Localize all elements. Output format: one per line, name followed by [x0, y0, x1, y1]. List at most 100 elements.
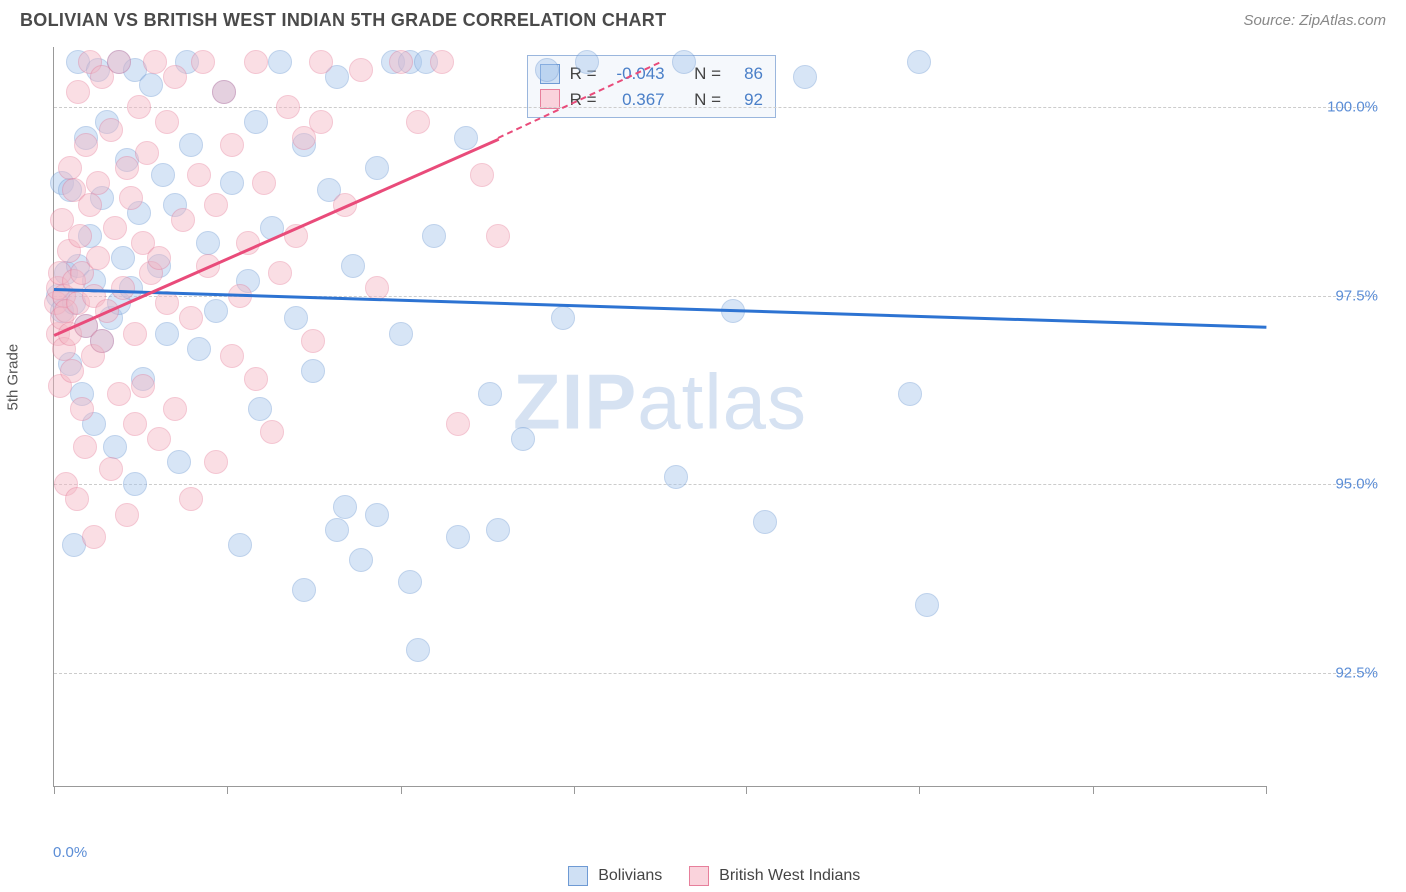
data-point: [349, 548, 373, 572]
bottom-legend: Bolivians British West Indians: [0, 866, 1406, 886]
n-label: N =: [694, 61, 721, 87]
x-tick: [227, 786, 228, 794]
gridline-h: [54, 484, 1376, 485]
x-tick: [401, 786, 402, 794]
data-point: [220, 171, 244, 195]
data-point: [147, 427, 171, 451]
plot-area: ZIPatlas R =-0.043 N =86R =0.367 N =92 9…: [53, 47, 1266, 787]
data-point: [187, 337, 211, 361]
data-point: [486, 224, 510, 248]
data-point: [155, 291, 179, 315]
data-point: [260, 420, 284, 444]
data-point: [252, 171, 276, 195]
data-point: [244, 110, 268, 134]
data-point: [58, 156, 82, 180]
data-point: [151, 163, 175, 187]
data-point: [115, 156, 139, 180]
data-point: [147, 246, 171, 270]
data-point: [212, 80, 236, 104]
data-point: [107, 50, 131, 74]
data-point: [454, 126, 478, 150]
data-point: [365, 276, 389, 300]
data-point: [446, 525, 470, 549]
x-tick: [574, 786, 575, 794]
data-point: [171, 208, 195, 232]
data-point: [131, 374, 155, 398]
y-tick-label: 100.0%: [1278, 99, 1378, 116]
data-point: [333, 495, 357, 519]
data-point: [793, 65, 817, 89]
data-point: [70, 397, 94, 421]
data-point: [99, 118, 123, 142]
chart-title: BOLIVIAN VS BRITISH WEST INDIAN 5TH GRAD…: [20, 10, 666, 31]
data-point: [309, 110, 333, 134]
data-point: [430, 50, 454, 74]
data-point: [204, 450, 228, 474]
data-point: [753, 510, 777, 534]
data-point: [90, 329, 114, 353]
legend-swatch-1: [568, 866, 588, 886]
data-point: [139, 73, 163, 97]
gridline-h: [54, 673, 1376, 674]
data-point: [123, 322, 147, 346]
x-axis-min-label: 0.0%: [53, 844, 87, 861]
data-point: [99, 457, 123, 481]
data-point: [478, 382, 502, 406]
data-point: [398, 570, 422, 594]
data-point: [535, 58, 559, 82]
data-point: [86, 171, 110, 195]
data-point: [672, 50, 696, 74]
y-axis-label: 5th Grade: [5, 344, 22, 411]
data-point: [204, 193, 228, 217]
data-point: [284, 306, 308, 330]
data-point: [68, 224, 92, 248]
y-tick-label: 95.0%: [1278, 476, 1378, 493]
data-point: [365, 503, 389, 527]
legend-label-1: Bolivians: [598, 867, 662, 884]
data-point: [179, 487, 203, 511]
data-point: [196, 231, 220, 255]
data-point: [127, 95, 151, 119]
data-point: [187, 163, 211, 187]
data-point: [422, 224, 446, 248]
data-point: [301, 359, 325, 383]
data-point: [143, 50, 167, 74]
x-tick: [1266, 786, 1267, 794]
data-point: [78, 193, 102, 217]
data-point: [389, 50, 413, 74]
data-point: [179, 133, 203, 157]
watermark-light: atlas: [637, 357, 807, 445]
data-point: [135, 141, 159, 165]
data-point: [446, 412, 470, 436]
stats-swatch: [540, 89, 560, 109]
data-point: [204, 299, 228, 323]
data-point: [103, 435, 127, 459]
data-point: [123, 412, 147, 436]
gridline-h: [54, 107, 1376, 108]
data-point: [107, 382, 131, 406]
data-point: [486, 518, 510, 542]
data-point: [123, 472, 147, 496]
data-point: [179, 306, 203, 330]
data-point: [389, 322, 413, 346]
legend-label-2: British West Indians: [719, 867, 860, 884]
data-point: [511, 427, 535, 451]
y-tick-label: 97.5%: [1278, 287, 1378, 304]
data-point: [73, 435, 97, 459]
data-point: [163, 65, 187, 89]
chart-container: 5th Grade ZIPatlas R =-0.043 N =86R =0.3…: [45, 37, 1386, 827]
data-point: [66, 80, 90, 104]
source-attribution: Source: ZipAtlas.com: [1243, 12, 1386, 29]
data-point: [325, 518, 349, 542]
data-point: [115, 503, 139, 527]
data-point: [575, 50, 599, 74]
data-point: [86, 246, 110, 270]
data-point: [111, 246, 135, 270]
legend-swatch-2: [689, 866, 709, 886]
data-point: [664, 465, 688, 489]
y-tick-label: 92.5%: [1278, 664, 1378, 681]
data-point: [74, 133, 98, 157]
data-point: [65, 487, 89, 511]
data-point: [155, 110, 179, 134]
data-point: [301, 329, 325, 353]
